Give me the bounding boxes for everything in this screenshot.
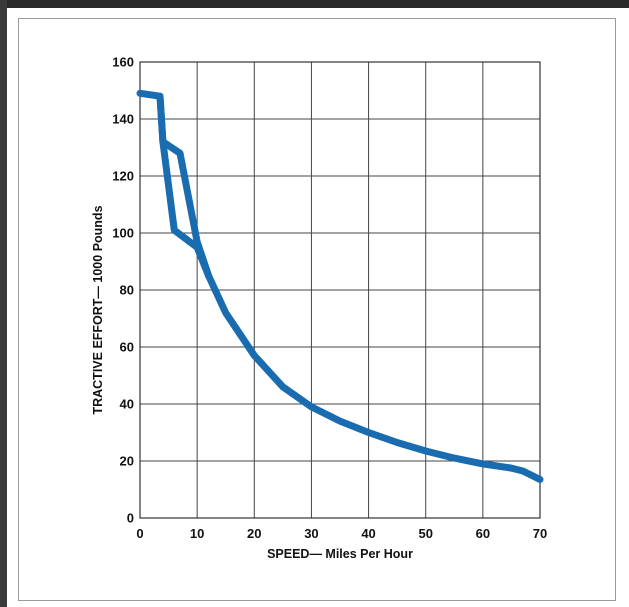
x-tick-label-70: 70 — [533, 526, 547, 541]
left-border — [0, 0, 7, 607]
x-axis-label: SPEED— Miles Per Hour — [267, 547, 413, 561]
y-tick-labels: 0 20 40 60 80 100 120 140 160 — [112, 55, 134, 526]
x-tick-label-30: 30 — [304, 526, 318, 541]
y-tick-label-60: 60 — [120, 340, 134, 355]
chart-panel — [18, 18, 616, 601]
x-tick-label-40: 40 — [361, 526, 375, 541]
y-axis-label: TRACTIVE EFFORT— 1000 Pounds — [91, 205, 105, 414]
x-tick-label-50: 50 — [418, 526, 432, 541]
x-tick-label-20: 20 — [247, 526, 261, 541]
y-tick-label-0: 0 — [127, 511, 134, 526]
series-line-1 — [136, 89, 544, 483]
y-tick-label-160: 160 — [112, 55, 134, 70]
top-border — [0, 0, 629, 8]
series-group — [136, 89, 544, 483]
y-tick-label-120: 120 — [112, 169, 134, 184]
plot-area-border — [139, 61, 541, 519]
x-tick-labels: 0 10 20 30 40 50 60 70 — [136, 526, 547, 541]
y-tick-label-100: 100 — [112, 226, 134, 241]
y-tick-label-140: 140 — [112, 112, 134, 127]
series-line-2 — [156, 92, 213, 280]
y-tick-label-20: 20 — [120, 454, 134, 469]
x-tick-label-10: 10 — [190, 526, 204, 541]
x-tick-label-0: 0 — [136, 526, 143, 541]
horizontal-gridlines — [140, 61, 540, 519]
y-tick-label-80: 80 — [120, 283, 134, 298]
y-tick-label-40: 40 — [120, 397, 134, 412]
x-tick-label-60: 60 — [476, 526, 490, 541]
